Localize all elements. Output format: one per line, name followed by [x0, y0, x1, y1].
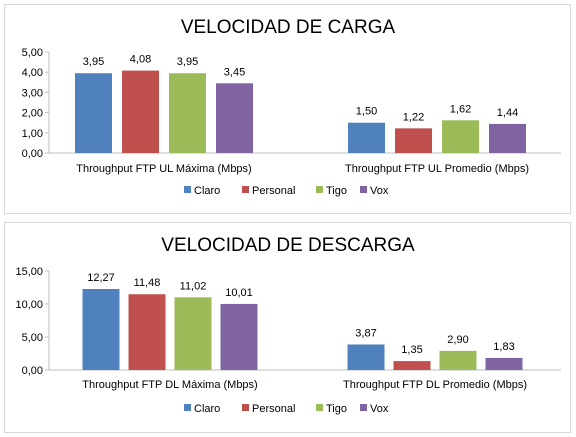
legend-label: Personal [252, 403, 295, 415]
bar-personal [393, 361, 431, 370]
legend-swatch [360, 186, 367, 193]
legend-swatch [184, 404, 191, 411]
legend-swatch [184, 186, 191, 193]
y-tick-label: 1,00 [22, 128, 43, 140]
bar-claro [75, 73, 112, 153]
category-label: Throughput FTP DL Promedio (Mbps) [343, 379, 527, 391]
data-label: 2,90 [447, 334, 468, 346]
data-label: 1,35 [401, 344, 422, 356]
data-label: 11,02 [180, 280, 207, 292]
legend-label: Personal [252, 185, 295, 197]
bar-tigo [439, 350, 477, 370]
legend-label: Vox [370, 403, 389, 415]
download-speed-chart-svg: VELOCIDAD DE DESCARGA 0,00 5,00 10,00 15,00 1… [15, 235, 561, 415]
data-label: 3,95 [177, 56, 198, 68]
data-label: 4,08 [130, 54, 151, 66]
data-label: 3,95 [83, 56, 104, 68]
bar-claro [348, 122, 385, 153]
data-label: 12,27 [87, 272, 115, 284]
legend-label: Claro [194, 403, 220, 415]
bar-personal [128, 294, 166, 370]
category-label: Throughput FTP UL Promedio (Mbps) [345, 163, 529, 175]
category-label: Throughput FTP UL Máxima (Mbps) [76, 163, 251, 175]
bar-tigo [169, 73, 206, 153]
y-tick-label: 0,00 [22, 148, 43, 160]
y-tick-label: 4,00 [22, 67, 43, 79]
legend-swatch [316, 186, 323, 193]
y-tick-label: 0,00 [22, 365, 43, 377]
data-label: 10,01 [225, 287, 253, 299]
data-label: 3,87 [355, 327, 376, 339]
legend-swatch [360, 404, 367, 411]
legend-swatch [242, 186, 249, 193]
bar-claro [82, 289, 120, 370]
chart-title: VELOCIDAD DE DESCARGA [161, 235, 415, 256]
y-tick-label: 5,00 [22, 332, 43, 344]
y-tick-label: 5,00 [22, 47, 43, 59]
bar-tigo [442, 120, 479, 153]
bar-claro [347, 344, 385, 370]
y-tick-label: 10,00 [15, 299, 43, 311]
category-label: Throughput FTP DL Máxima (Mbps) [82, 379, 257, 391]
y-tick-label: 15,00 [15, 266, 43, 278]
bar-vox [485, 357, 523, 370]
legend-label: Tigo [326, 403, 347, 415]
legend-label: Vox [370, 185, 389, 197]
bar-vox [489, 123, 526, 153]
chart-title: VELOCIDAD DE CARGA [181, 17, 396, 38]
legend-label: Claro [194, 185, 220, 197]
data-label: 1,62 [450, 103, 471, 115]
legend-label: Tigo [326, 185, 347, 197]
bar-personal [395, 128, 432, 153]
y-tick-label: 2,00 [22, 108, 43, 120]
legend-swatch [316, 404, 323, 411]
data-label: 11,48 [134, 277, 161, 289]
data-label: 1,50 [356, 106, 377, 118]
data-label: 1,22 [403, 111, 424, 123]
y-tick-label: 3,00 [22, 87, 43, 99]
data-label: 1,83 [493, 341, 514, 353]
download-speed-chart: VELOCIDAD DE DESCARGA 0,00 5,00 10,00 15,00 1… [4, 222, 571, 433]
upload-speed-chart-svg: VELOCIDAD DE CARGA 0,00 1,00 2,00 3,00 4,00 5,… [22, 17, 561, 197]
legend-swatch [242, 404, 249, 411]
data-label: 3,45 [224, 66, 245, 78]
bar-vox [216, 83, 253, 153]
bar-tigo [174, 297, 212, 370]
bar-vox [220, 303, 258, 370]
upload-speed-chart: VELOCIDAD DE CARGA 0,00 1,00 2,00 3,00 4,00 5,… [4, 4, 571, 214]
bar-personal [122, 70, 159, 153]
data-label: 1,44 [497, 107, 518, 119]
